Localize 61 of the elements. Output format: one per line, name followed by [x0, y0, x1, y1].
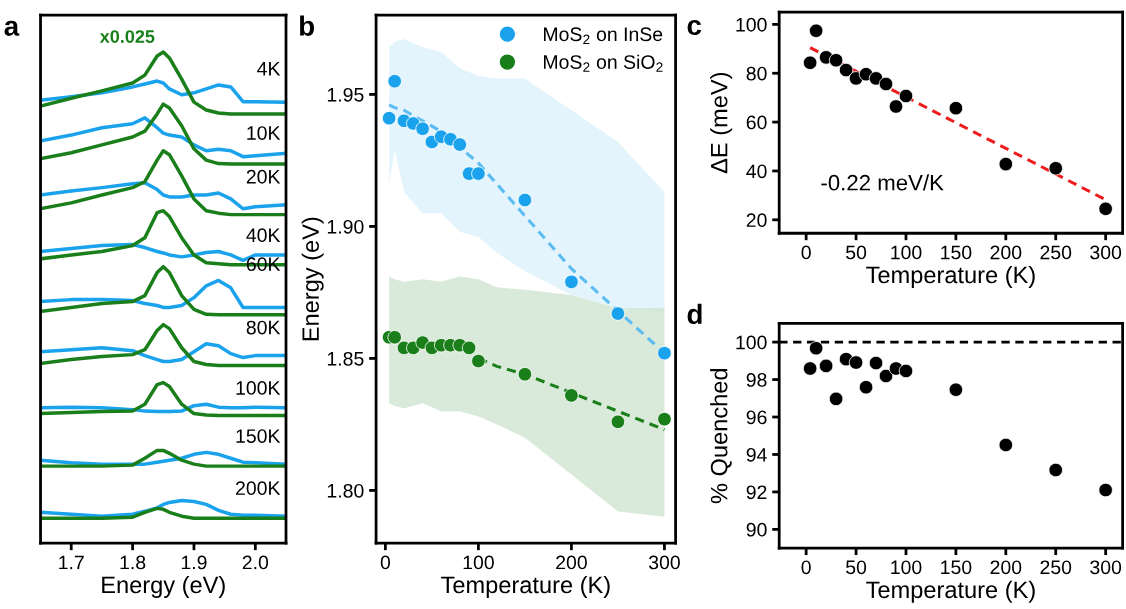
x-tick-label: 0 — [380, 555, 391, 570]
x-tick-label: 1.9 — [181, 555, 207, 570]
x-tick-label: 0 — [801, 560, 811, 575]
y-tick-label: 98 — [746, 373, 767, 387]
x-tick-label: 250 — [1040, 245, 1072, 260]
annotation: 200K — [236, 481, 281, 496]
x-tick-label: 100 — [891, 560, 922, 575]
chart-title: c — [687, 19, 702, 36]
x-tick-label: 0 — [801, 245, 811, 260]
y-tick-label: 1.90 — [327, 219, 364, 234]
chart-title: d — [687, 303, 702, 325]
y-axis-title: Energy (eV) — [301, 217, 324, 341]
x-tick-label: 50 — [846, 245, 867, 260]
y-tick-label: 90 — [746, 522, 767, 537]
annotation: -0.22 meV/K — [821, 174, 944, 191]
x-tick-label: 150 — [941, 560, 972, 575]
y-tick-label: 20 — [746, 213, 767, 228]
y-tick-label: 94 — [746, 447, 767, 462]
annotation: 60K — [246, 257, 281, 272]
x-tick-label: 2.0 — [242, 555, 269, 570]
x-tick-label: 150 — [941, 245, 972, 260]
x-axis-title: Temperature (K) — [866, 580, 1035, 603]
x-tick-label: 300 — [648, 555, 680, 570]
y-tick-label: 100 — [736, 17, 767, 32]
legend-label: MoS$_{2}$ on SiO$_{2}$ — [544, 54, 663, 72]
x-tick-label: 200 — [556, 555, 587, 570]
annotation: 10K — [247, 126, 281, 140]
annotation: 4K — [257, 62, 281, 76]
x-tick-label: 1.7 — [59, 555, 84, 570]
y-tick-label: 1.95 — [327, 87, 364, 102]
annotation: 40K — [246, 228, 281, 243]
y-tick-label: 1.80 — [327, 483, 364, 498]
x-axis-title: Temperature (K) — [441, 575, 610, 598]
y-tick-label: 60 — [746, 115, 767, 130]
y-tick-label: 100 — [736, 335, 767, 350]
x-tick-label: 250 — [1040, 560, 1072, 575]
x-tick-label: 300 — [1090, 245, 1122, 260]
y-axis-title: ΔE (meV) — [710, 73, 733, 174]
chart-title: b — [300, 15, 315, 36]
x-tick-label: 200 — [990, 560, 1022, 575]
y-tick-label: 80 — [746, 66, 767, 81]
legend-label: MoS$_{2}$ on InSe — [544, 27, 663, 45]
y-tick-label: 1.85 — [327, 351, 364, 366]
y-axis-title: % Quenched — [710, 369, 732, 504]
x-tick-label: 300 — [1090, 560, 1122, 575]
y-tick-label: 40 — [746, 164, 767, 179]
y-tick-label: 92 — [746, 485, 767, 500]
x-tick-label: 50 — [846, 560, 867, 575]
annotation: 100K — [236, 381, 281, 395]
x-axis-title: Energy (eV) — [102, 575, 225, 598]
x-tick-label: 200 — [990, 245, 1022, 260]
annotation: 80K — [246, 320, 281, 335]
y-tick-label: 96 — [746, 410, 767, 425]
x-tick-label: 100 — [463, 555, 494, 570]
series-label: x0.025 — [99, 30, 155, 43]
annotation: 20K — [246, 169, 281, 184]
x-tick-label: 1.8 — [120, 555, 146, 570]
x-tick-label: 100 — [891, 245, 922, 260]
annotation: 150K — [236, 429, 281, 443]
chart-title: a — [4, 20, 20, 36]
x-axis-title: Temperature (K) — [866, 265, 1035, 288]
